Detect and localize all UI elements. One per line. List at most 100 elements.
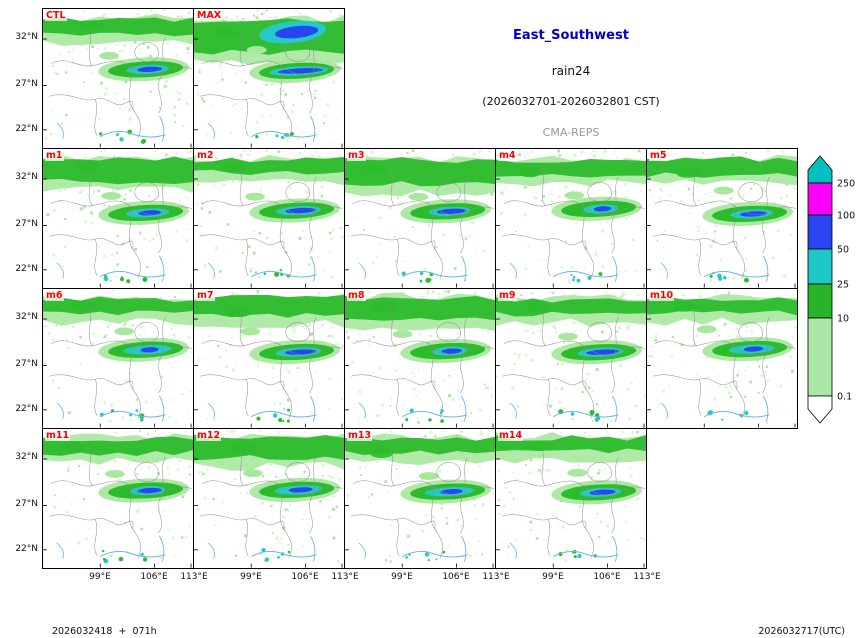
rain-speckle xyxy=(626,539,629,542)
rain-speckle xyxy=(265,9,268,12)
rain-dot xyxy=(440,419,444,423)
rain-speckle xyxy=(125,193,128,196)
river-line xyxy=(763,255,769,282)
rain-speckle xyxy=(471,335,473,337)
province-boundary xyxy=(698,379,702,416)
rain-speckle xyxy=(83,205,86,209)
rain-speckle xyxy=(128,372,132,375)
rain-speckle xyxy=(369,195,372,197)
rain-speckle xyxy=(172,334,176,337)
rain-speckle xyxy=(771,256,775,260)
rain-dot xyxy=(571,551,575,554)
rain-speckle xyxy=(631,238,635,242)
panel-label-m8: m8 xyxy=(347,290,366,301)
rain-speckle xyxy=(412,226,414,228)
rain-speckle xyxy=(586,379,588,381)
rain-speckle xyxy=(225,349,227,351)
rain-speckle xyxy=(279,88,282,91)
rain-speckle xyxy=(719,262,721,264)
x-tick-label: 106°E xyxy=(291,572,319,582)
rain-speckle xyxy=(123,324,125,326)
rain-streak-blue xyxy=(138,210,161,216)
rain-speckle xyxy=(468,222,471,225)
rain-speckle xyxy=(640,537,643,540)
rain-speckle xyxy=(277,389,279,392)
province-boundary xyxy=(134,322,159,342)
rain-speckle xyxy=(320,324,324,328)
rain-speckle xyxy=(247,396,249,398)
rain-speckle xyxy=(74,476,76,478)
rain-speckle xyxy=(74,205,76,208)
rain-speckle xyxy=(226,254,228,256)
rain-speckle xyxy=(313,92,316,95)
rain-streak-blue xyxy=(586,349,619,355)
rain-speckle xyxy=(586,372,590,376)
rain-speckle xyxy=(479,228,480,230)
rain-speckle xyxy=(486,387,489,390)
colorbar-tick-label: 0.1 xyxy=(837,392,852,403)
rain-speckle xyxy=(312,132,314,134)
rain-heavy-blue xyxy=(275,25,319,39)
rain-speckle xyxy=(715,225,717,228)
rain-speckle xyxy=(785,182,789,186)
rain-speckle xyxy=(177,420,178,422)
rain-speckle xyxy=(562,525,564,527)
rain-speckle xyxy=(513,352,516,356)
province-boundary xyxy=(48,514,134,530)
rain-speckle xyxy=(511,386,515,390)
rain-speckle xyxy=(554,331,557,334)
rain-speckle xyxy=(296,137,299,140)
rain-speckle xyxy=(444,403,447,406)
rain-speckle xyxy=(168,415,171,419)
rain-speckle xyxy=(388,205,392,209)
rain-speckle xyxy=(329,10,332,13)
colorbar-segment-0.1-10 xyxy=(807,317,833,397)
rain-speckle xyxy=(51,338,55,341)
province-boundary xyxy=(692,307,697,346)
rain-speckle xyxy=(178,91,181,95)
rain-blob xyxy=(213,27,237,38)
rain-speckle xyxy=(66,339,69,342)
rain-dot xyxy=(573,555,577,559)
rain-speckle xyxy=(576,479,579,481)
rain-speckle xyxy=(289,339,292,342)
rain-speckle xyxy=(584,267,586,270)
river-line xyxy=(660,262,668,279)
rain-speckle xyxy=(438,469,442,473)
rain-speckle xyxy=(171,366,174,369)
province-boundary xyxy=(285,462,310,482)
rain-speckle xyxy=(730,224,733,227)
rain-speckle xyxy=(359,474,362,477)
rain-speckle xyxy=(656,240,659,242)
rain-streak-blue xyxy=(285,207,316,214)
rain-speckle xyxy=(745,151,747,154)
rain-dot xyxy=(572,275,576,279)
rain-speckle xyxy=(453,267,457,271)
rain-speckle xyxy=(110,554,113,557)
rain-speckle xyxy=(456,518,459,522)
river-line xyxy=(461,395,467,422)
rain-speckle xyxy=(417,369,420,371)
rain-speckle xyxy=(348,236,350,238)
rain-speckle xyxy=(472,152,476,156)
rain-speckle xyxy=(651,345,653,348)
panel-m5: m5 xyxy=(646,148,798,289)
rain-speckle xyxy=(277,150,281,153)
rain-speckle xyxy=(735,202,737,204)
rain-speckle xyxy=(406,534,410,538)
rain-speckle xyxy=(713,238,715,240)
rain-speckle xyxy=(636,497,640,501)
rain-speckle xyxy=(300,93,303,96)
rain-speckle xyxy=(111,189,115,193)
rain-speckle xyxy=(767,379,770,383)
rain-speckle xyxy=(606,524,610,528)
river-line xyxy=(159,535,165,562)
rain-speckle xyxy=(441,503,443,506)
rain-speckle xyxy=(132,324,135,327)
river-line xyxy=(612,535,618,562)
rain-speckle xyxy=(591,186,593,188)
rain-streak-blue xyxy=(285,349,316,355)
rain-speckle xyxy=(232,429,235,432)
rain-dot xyxy=(135,409,139,412)
